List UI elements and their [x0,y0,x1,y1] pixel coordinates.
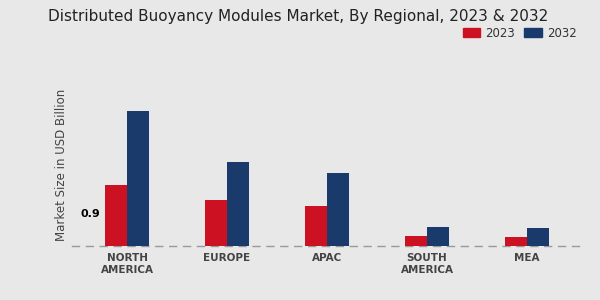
Bar [305,206,327,246]
Text: 0.9: 0.9 [80,209,100,219]
Bar [327,173,349,246]
Y-axis label: Market Size in USD Billion: Market Size in USD Billion [55,89,68,241]
Bar [505,237,527,246]
Bar [105,185,127,246]
Bar [205,200,227,246]
Text: Distributed Buoyancy Modules Market, By Regional, 2023 & 2032: Distributed Buoyancy Modules Market, By … [48,9,548,24]
Bar [127,111,149,246]
Bar [427,227,449,246]
Bar [227,162,249,246]
Bar [527,229,549,246]
Legend: 2023, 2032: 2023, 2032 [458,22,581,44]
Bar [405,236,427,246]
